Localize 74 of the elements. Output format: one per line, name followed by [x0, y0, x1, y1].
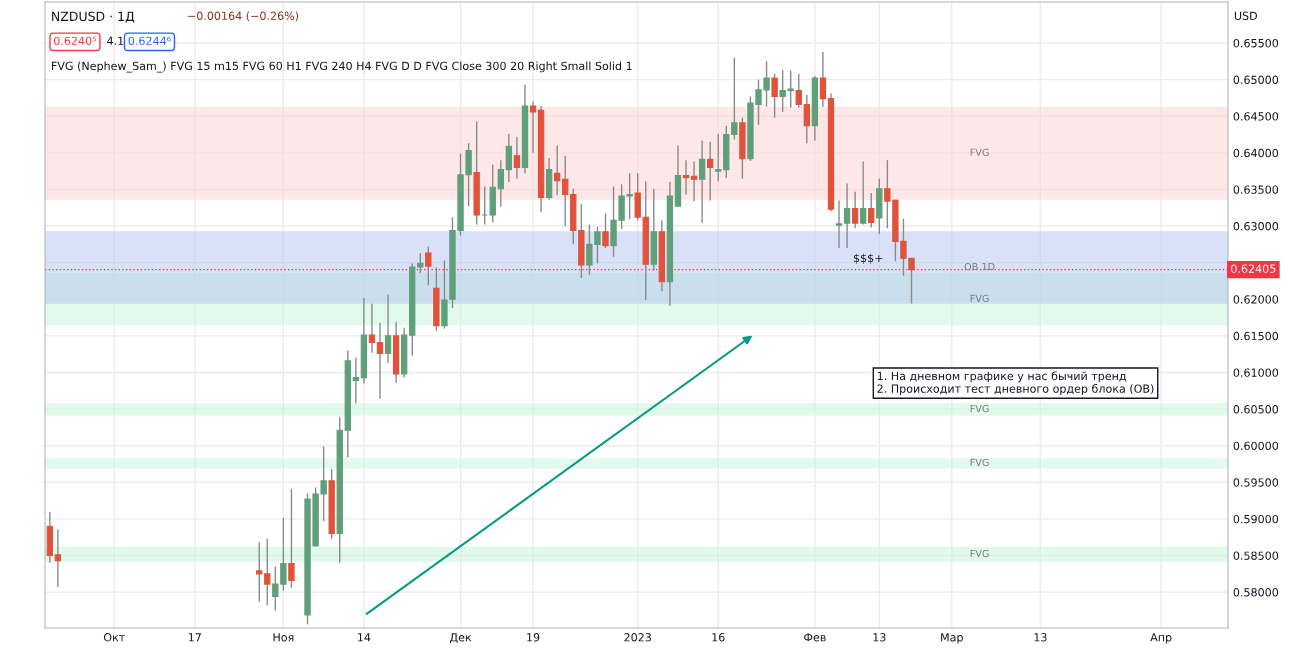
- y-tick-label: 0.59000: [1233, 514, 1279, 524]
- candlestick: [771, 73, 778, 119]
- candlestick: [368, 302, 376, 354]
- candlestick: [54, 528, 62, 588]
- annotation: 0.6240⁵: [54, 36, 97, 46]
- candlestick: [860, 160, 867, 226]
- candlestick: [602, 212, 609, 249]
- band-label: FVG: [970, 404, 989, 413]
- x-tick-label: 19: [527, 633, 540, 642]
- x-tick-label: 2023: [624, 633, 651, 642]
- x-tick-label: Апр: [1150, 633, 1172, 644]
- annotation: −0.00164 (−0.26%): [188, 11, 299, 22]
- candlestick: [795, 73, 802, 109]
- candlestick: [352, 357, 360, 404]
- text: USD: [1234, 11, 1257, 20]
- candlestick: [256, 541, 263, 603]
- candlestick: [288, 488, 295, 589]
- candlestick: [505, 133, 513, 183]
- candlestick: [868, 192, 875, 229]
- candlestick: [425, 245, 432, 287]
- y-tick-label: 0.61000: [1233, 368, 1279, 377]
- candlestick: [803, 94, 810, 145]
- y-tick-label: 0.64500: [1233, 112, 1279, 121]
- x-tick-label: Ноя: [273, 633, 294, 642]
- x-tick-label: 14: [358, 633, 371, 642]
- band-label: OB 1D: [964, 262, 995, 271]
- candlestick: [529, 100, 537, 154]
- x-tick-label: 16: [712, 633, 725, 642]
- annotation: 1. На дневном графике у нас бычий тренд 2. Происходит тест дневного ордер блока (OB): [877, 371, 1154, 395]
- candlestick: [698, 139, 706, 224]
- candlestick: [690, 160, 698, 202]
- y-tick-label: 0.60000: [1233, 441, 1279, 451]
- annotation: FVG (Nephew_Sam_) FVG 15 m15 FVG 60 H1 FVG 240 H4 FVG D D FVG Close 300 20 Right Small Solid 1: [52, 61, 632, 73]
- candlestick: [819, 51, 827, 108]
- y-tick-label: 0.61500: [1233, 331, 1279, 341]
- candlestick: [384, 294, 392, 364]
- band-label: FVG: [970, 294, 989, 303]
- y-tick-label: 0.64000: [1233, 148, 1279, 158]
- y-tick-label: 0.65000: [1233, 75, 1279, 84]
- annotation: 0.6244⁶: [128, 36, 171, 46]
- y-tick-label: 0.63000: [1233, 222, 1279, 231]
- x-tick-label: Дек: [449, 633, 472, 644]
- y-tick-label: 0.65500: [1233, 38, 1279, 48]
- candlestick: [554, 144, 561, 196]
- candlestick: [707, 141, 714, 202]
- candlestick: [682, 159, 690, 196]
- y-tick-label: 0.58000: [1233, 588, 1279, 597]
- candlestick: [497, 159, 504, 208]
- candlestick: [513, 136, 521, 180]
- candlestick: [835, 199, 843, 249]
- x-tick-label: Мар: [941, 633, 963, 644]
- candlestick: [376, 321, 384, 400]
- candlestick: [264, 537, 271, 606]
- annotation: $$$+: [853, 253, 883, 264]
- x-tick-label: Фев: [804, 633, 826, 642]
- y-tick-label: 0.63500: [1233, 185, 1279, 194]
- text: NZDUSD · 1Д: [52, 11, 135, 23]
- annotation: 4.1: [107, 36, 124, 45]
- x-tick-label: Окт: [103, 633, 125, 642]
- band-label: FVG: [970, 549, 989, 558]
- candlestick: [417, 252, 424, 274]
- ref-line-label: 0.62405: [1231, 264, 1276, 273]
- y-tick-label: 0.59500: [1233, 478, 1279, 487]
- x-tick-label: 17: [188, 633, 201, 642]
- y-tick-label: 0.62000: [1233, 295, 1279, 304]
- candlestick: [843, 182, 851, 249]
- candlestick: [562, 155, 569, 227]
- y-tick-label: 0.58500: [1233, 551, 1279, 560]
- x-tick-label: 13: [1034, 633, 1047, 642]
- x-tick-label: 13: [873, 633, 886, 642]
- band-label: FVG: [970, 148, 989, 157]
- candlestick: [851, 190, 859, 229]
- y-tick-label: 0.60500: [1233, 405, 1279, 414]
- band-label: FVG: [970, 458, 989, 467]
